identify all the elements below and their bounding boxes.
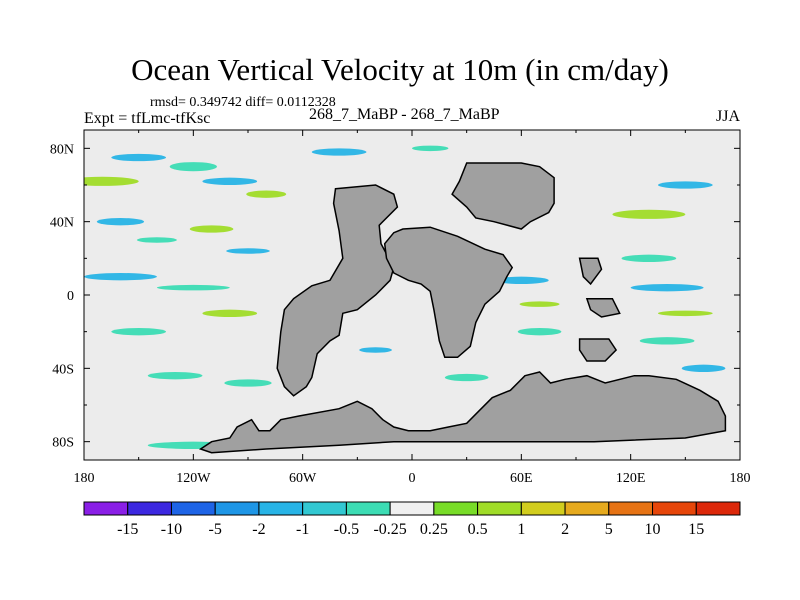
anomaly-band-14 [224, 379, 272, 387]
land-mass-4 [585, 297, 621, 318]
land-mass-3 [578, 257, 603, 286]
land-mass-5 [578, 338, 618, 362]
anomaly-band-20 [493, 276, 549, 285]
anomaly-field [84, 145, 727, 454]
x-tick-label-1: 120W [176, 471, 211, 486]
anomaly-band-25 [621, 254, 677, 262]
anomaly-band-21 [517, 328, 562, 336]
colorbar-label-13: 15 [688, 521, 704, 538]
anomaly-band-7 [189, 225, 234, 233]
anomaly-band-18 [359, 347, 392, 353]
anomaly-band-28 [639, 337, 695, 345]
colorbar: -15 -10 -5 -2 -1 -0.5 -0.25 0.25 0.5 1 2 5 10 15 [83, 501, 741, 538]
colorbar-label-6: -0.25 [373, 521, 406, 538]
colorbar-label-4: -1 [296, 521, 309, 538]
experiment-label: Expt = tfLmc-tfKsc [84, 110, 211, 127]
anomaly-band-26 [630, 284, 704, 292]
x-tick-label-3: 0 [409, 471, 416, 486]
colorbar-swatch-4 [258, 501, 304, 516]
x-tick-label-4: 60E [510, 471, 533, 486]
colorbar-label-9: 1 [517, 521, 525, 538]
colorbar-label-0: -15 [117, 521, 138, 538]
anomaly-band-12 [111, 328, 166, 336]
anomaly-band-29 [681, 364, 726, 373]
anomaly-band-4 [246, 190, 287, 198]
colorbar-label-8: 0.5 [468, 521, 488, 538]
anomaly-band-6 [136, 237, 177, 243]
anomaly-band-10 [156, 284, 230, 291]
colorbar-swatch-13 [652, 501, 697, 516]
anomaly-band-19 [444, 373, 489, 382]
colorbar-label-1: -10 [161, 521, 182, 538]
land-mass-2 [383, 226, 514, 359]
anomaly-band-3 [202, 177, 258, 185]
x-tick-label-5: 120E [616, 471, 646, 486]
case-label: 268_7_MaBP - 268_7_MaBP [309, 106, 500, 123]
colorbar-label-2: -5 [209, 521, 222, 538]
anomaly-band-2 [169, 162, 218, 172]
colorbar-swatch-6 [345, 501, 391, 516]
y-tick-label-1: 40N [50, 216, 74, 231]
anomaly-band-8 [226, 248, 270, 254]
rmsd-diff-label: rmsd= 0.349742 diff= 0.0112328 [150, 95, 336, 110]
colorbar-label-12: 10 [645, 521, 661, 538]
colorbar-swatch-10 [520, 501, 566, 516]
y-tick-label-3: 40S [52, 362, 74, 377]
colorbar-swatch-3 [214, 501, 260, 516]
anomaly-band-27 [658, 310, 713, 317]
colorbar-swatch-9 [477, 501, 522, 516]
anomaly-band-22 [519, 301, 560, 307]
x-tick-label-0: 180 [74, 471, 95, 486]
land-mass-6 [198, 371, 727, 454]
colorbar-label-3: -2 [252, 521, 265, 538]
y-tick-label-0: 80N [50, 142, 74, 157]
anomaly-band-24 [658, 181, 713, 189]
anomaly-band-23 [612, 209, 686, 219]
anomaly-band-1 [111, 153, 166, 162]
chart-title: Ocean Vertical Velocity at 10m (in cm/da… [131, 52, 669, 87]
x-tick-label-6: 180 [730, 471, 751, 486]
x-tick-label-2: 60W [289, 471, 317, 486]
colorbar-label-7: 0.25 [420, 521, 448, 538]
anomaly-band-0 [84, 176, 139, 186]
colorbar-swatch-12 [608, 501, 654, 516]
anomaly-band-9 [84, 273, 157, 281]
season-label: JJA [716, 108, 741, 125]
colorbar-swatch-11 [564, 501, 610, 516]
anomaly-band-17 [412, 145, 449, 152]
colorbar-label-5: -0.5 [334, 521, 359, 538]
colorbar-swatch-2 [170, 501, 216, 516]
anomaly-band-13 [147, 372, 203, 380]
colorbar-swatch-1 [127, 501, 172, 516]
colorbar-swatch-14 [695, 501, 741, 516]
y-tick-label-4: 80S [52, 436, 74, 451]
anomaly-band-5 [96, 218, 145, 226]
colorbar-swatch-5 [302, 501, 347, 516]
anomaly-band-11 [202, 309, 258, 318]
colorbar-swatch-8 [433, 501, 479, 516]
y-tick-label-2: 0 [67, 289, 74, 304]
colorbar-label-11: 5 [605, 521, 613, 538]
colorbar-label-10: 2 [561, 521, 569, 538]
colorbar-swatch-7 [389, 501, 435, 516]
anomaly-band-16 [311, 148, 367, 156]
land-mass-0 [276, 184, 399, 397]
land-mass-1 [451, 162, 555, 230]
colorbar-swatch-0 [83, 501, 129, 516]
